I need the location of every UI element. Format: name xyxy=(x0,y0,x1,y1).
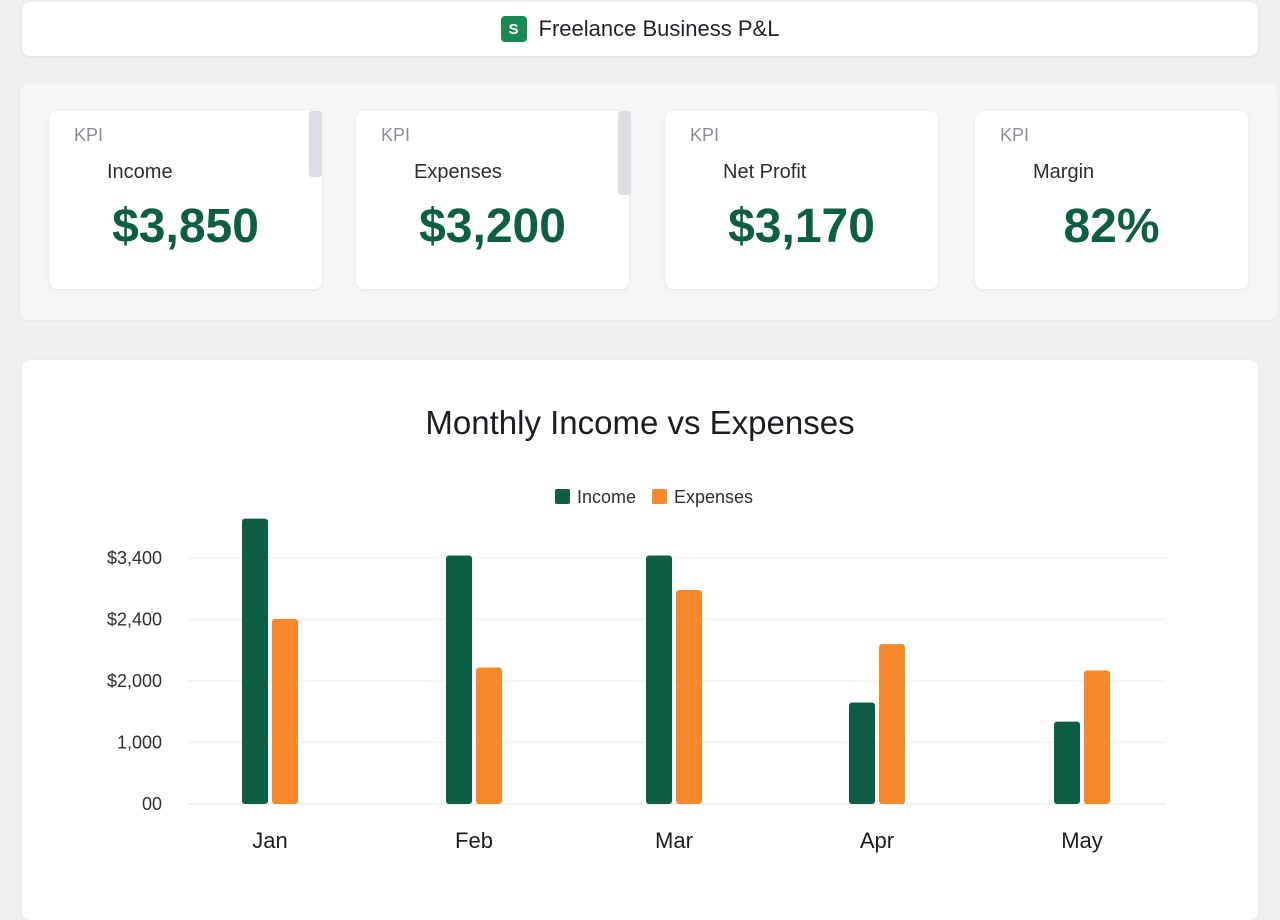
bar-expenses-jan xyxy=(272,618,298,804)
kpi-card-margin: KPI Margin 82% xyxy=(975,111,1248,289)
y-tick-label: $3,400 xyxy=(107,548,162,568)
kpi-panel: KPI Income $3,850 KPI Expenses $3,200 KP… xyxy=(20,83,1277,320)
y-tick-label: $2,000 xyxy=(107,671,162,691)
x-tick-label: Apr xyxy=(860,828,894,853)
bar-expenses-mar xyxy=(676,589,702,804)
kpi-label: Margin xyxy=(1033,161,1095,183)
sheets-app-icon: S xyxy=(500,16,527,42)
kpi-value: $3,170 xyxy=(728,200,875,253)
y-tick-label: $2,400 xyxy=(107,610,162,630)
bar-expenses-may xyxy=(1084,670,1110,804)
title-bar: S Freelance Business P&L xyxy=(22,2,1258,56)
kpi-tag: KPI xyxy=(690,125,720,145)
legend-label-expenses: Expenses xyxy=(674,487,753,507)
legend-swatch-expenses xyxy=(652,489,667,504)
x-tick-label: May xyxy=(1061,828,1103,853)
chart-panel: Monthly Income vs Expenses 00 1,000 $2,000 $… xyxy=(22,360,1258,920)
kpi-label: Expenses xyxy=(414,161,502,183)
bar-income-apr xyxy=(849,702,875,804)
bar-income-may xyxy=(1054,721,1080,804)
bar-income-feb xyxy=(446,555,472,804)
y-tick-label: 00 xyxy=(142,794,162,814)
chart-title: Monthly Income vs Expenses xyxy=(425,404,854,441)
document-title: Freelance Business P&L xyxy=(538,16,780,41)
kpi-value: $3,850 xyxy=(112,200,259,253)
bar-expenses-apr xyxy=(879,644,905,804)
kpi-label: Income xyxy=(107,161,173,183)
legend-label-income: Income xyxy=(577,487,636,507)
kpi-card-net-profit: KPI Net Profit $3,170 xyxy=(665,111,938,289)
x-tick-label: Feb xyxy=(455,828,493,853)
kpi-value: $3,200 xyxy=(419,200,566,253)
income-expenses-chart: Monthly Income vs Expenses 00 1,000 $2,000 $… xyxy=(107,404,1166,853)
bar-expenses-feb xyxy=(476,667,502,804)
kpi-label: Net Profit xyxy=(723,161,807,183)
kpi-tag: KPI xyxy=(381,125,411,145)
kpi-tag: KPI xyxy=(1000,125,1030,145)
kpi-value: 82% xyxy=(1063,200,1160,253)
scroll-handle[interactable] xyxy=(618,111,631,195)
bar-income-mar xyxy=(646,555,672,804)
bar-income-jan xyxy=(242,518,268,804)
x-tick-label: Mar xyxy=(655,828,693,853)
scroll-handle[interactable] xyxy=(309,111,322,177)
x-tick-label: Jan xyxy=(252,828,287,853)
kpi-card-income: KPI Income $3,850 xyxy=(49,111,322,289)
kpi-tag: KPI xyxy=(74,125,104,145)
y-tick-label: 1,000 xyxy=(117,733,162,753)
kpi-card-expenses: KPI Expenses $3,200 xyxy=(356,111,629,289)
legend-swatch-income xyxy=(555,489,570,504)
